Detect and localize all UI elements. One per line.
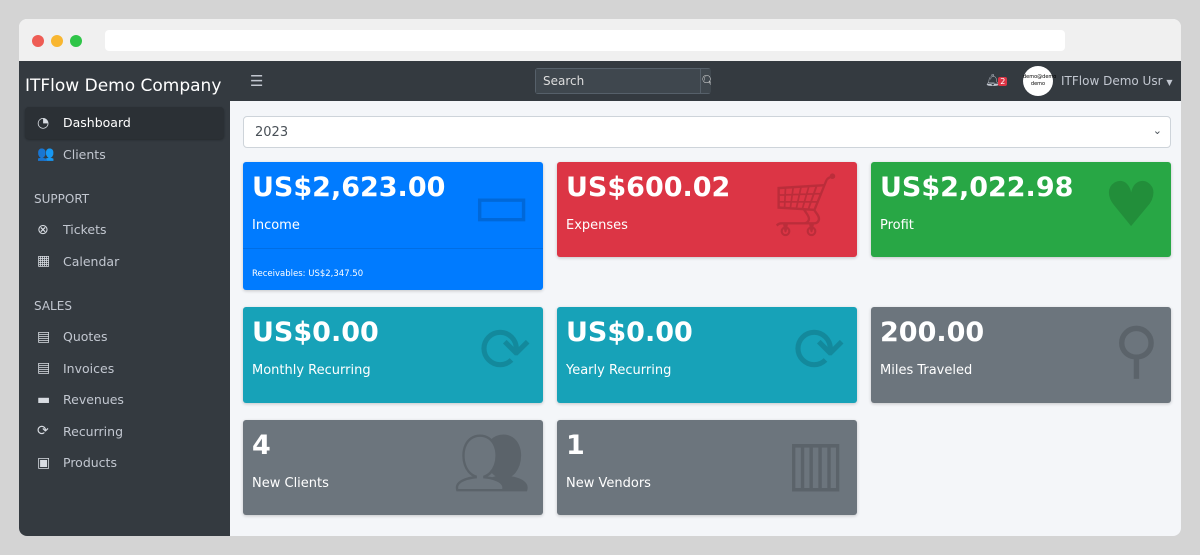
maximize-dot[interactable] [70, 35, 82, 47]
stat-label: Income [252, 218, 300, 233]
stat-label: Profit [880, 218, 914, 233]
close-dot[interactable] [32, 35, 44, 47]
stat-value: 4 [252, 430, 271, 461]
box-icon: ▣ [37, 454, 51, 471]
stat-card-monthly-recurring[interactable]: US$0.00 Monthly Recurring ⟳ [243, 307, 543, 403]
brand[interactable]: ITFlow Demo Company [25, 76, 222, 96]
calendar-icon: ▦ [37, 253, 51, 270]
life-ring-icon: ⊗ [37, 221, 49, 238]
stat-card-expenses[interactable]: US$600.02 Expenses 🛒︎ [557, 162, 857, 257]
users-icon: 👥︎ [452, 426, 531, 499]
label: Quotes [63, 329, 108, 345]
stat-card-miles-traveled[interactable]: 200.00 Miles Traveled ⚲ [871, 307, 1171, 403]
tachometer-icon: ◔ [37, 114, 50, 131]
cart-icon: 🛒︎ [766, 168, 845, 241]
label: Products [63, 455, 117, 471]
stat-value: 1 [566, 430, 585, 461]
route-icon: ⚲ [1113, 313, 1159, 386]
menu-toggle-icon[interactable]: ☰ [250, 72, 264, 90]
sync-icon: ⟳ [37, 423, 49, 440]
sidebar-item-revenues[interactable]: ▬ Revenues [25, 384, 224, 416]
browser-titlebar [19, 19, 1181, 61]
label: Tickets [63, 222, 107, 238]
search-form: 🔍︎ [535, 68, 711, 94]
file-icon: ▤ [37, 328, 51, 345]
stat-label: Expenses [566, 218, 628, 233]
sidebar-item-dashboard[interactable]: ◔ Dashboard [25, 107, 224, 139]
user-name: ITFlow Demo Usr [1061, 74, 1163, 88]
top-navbar: ☰ 🔍︎ 🔔︎2 demo@demo demo ITFlow Demo Usr … [230, 61, 1181, 101]
search-icon: 🔍︎ [701, 74, 711, 88]
stat-label: Miles Traveled [880, 363, 973, 378]
heart-icon: ♥ [1103, 168, 1159, 241]
browser-window: ITFlow Demo Company ◔ Dashboard 👥 Clients … [19, 19, 1181, 536]
dashboard-content: 2023 ⌄ US$2,623.00 Income ▭ Receivables: US$… [230, 101, 1181, 536]
stat-label: New Clients [252, 476, 329, 491]
stat-value: US$2,623.00 [252, 172, 446, 203]
sidebar-item-quotes[interactable]: ▤ Quotes [25, 321, 224, 353]
stat-card-yearly-recurring[interactable]: US$0.00 Yearly Recurring ⟳ [557, 307, 857, 403]
invoice-icon: ▤ [37, 360, 51, 377]
stat-card-new-clients[interactable]: 4 New Clients 👥︎ [243, 420, 543, 515]
stat-label: Yearly Recurring [566, 363, 672, 378]
avatar[interactable]: demo@demo demo [1023, 66, 1056, 96]
address-bar[interactable] [105, 30, 1065, 51]
stat-card-profit[interactable]: US$2,022.98 Profit ♥ [871, 162, 1171, 257]
label: Clients [63, 146, 106, 162]
sales-header: SALES [34, 299, 72, 313]
stat-card-income[interactable]: US$2,623.00 Income ▭ Receivables: US$2,347.… [243, 162, 543, 290]
chevron-down-icon: ⌄ [1152, 124, 1162, 137]
sync-icon: ⟳ [479, 313, 531, 386]
sidebar-item-calendar[interactable]: ▦ Calendar [25, 246, 224, 278]
stat-value: 200.00 [880, 317, 985, 348]
bell-icon: 🔔︎ [985, 73, 1001, 87]
label: Invoices [63, 360, 115, 376]
credit-card-icon: ▬ [37, 391, 51, 408]
stat-card-new-vendors[interactable]: 1 New Vendors ▥ [557, 420, 857, 515]
label: Recurring [63, 423, 123, 439]
support-header: SUPPORT [34, 192, 90, 206]
sidebar-item-clients[interactable]: 👥 Clients [25, 139, 224, 171]
sidebar: ITFlow Demo Company ◔ Dashboard 👥 Clients … [19, 61, 230, 536]
credit-card-icon: ▭ [472, 168, 531, 241]
stat-value: US$0.00 [252, 317, 379, 348]
stat-value: US$2,022.98 [880, 172, 1074, 203]
stat-footer: Receivables: US$2,347.50 [243, 248, 543, 290]
notifications-button[interactable]: 🔔︎2 [985, 73, 1008, 87]
search-input[interactable] [535, 68, 701, 94]
stat-value: US$0.00 [566, 317, 693, 348]
year-value: 2023 [255, 125, 289, 140]
building-icon: ▥ [786, 426, 845, 499]
minimize-dot[interactable] [51, 35, 63, 47]
sidebar-item-products[interactable]: ▣ Products [25, 447, 224, 479]
sync-icon: ⟳ [793, 313, 845, 386]
label: Revenues [63, 392, 124, 408]
stat-label: Monthly Recurring [252, 363, 371, 378]
sidebar-item-tickets[interactable]: ⊗ Tickets [25, 214, 224, 246]
users-icon: 👥 [37, 146, 55, 163]
user-menu[interactable]: ITFlow Demo Usr ▼ [1061, 74, 1173, 88]
stat-label: New Vendors [566, 476, 651, 491]
sidebar-item-invoices[interactable]: ▤ Invoices [25, 353, 224, 385]
label: Dashboard [63, 115, 131, 131]
search-button[interactable]: 🔍︎ [701, 68, 711, 94]
stat-value: US$600.02 [566, 172, 731, 203]
label: Calendar [63, 253, 120, 269]
caret-down-icon: ▼ [1166, 78, 1173, 87]
sidebar-item-recurring[interactable]: ⟳ Recurring [25, 416, 224, 448]
notification-badge: 2 [998, 77, 1008, 86]
year-select[interactable]: 2023 ⌄ [243, 116, 1171, 148]
